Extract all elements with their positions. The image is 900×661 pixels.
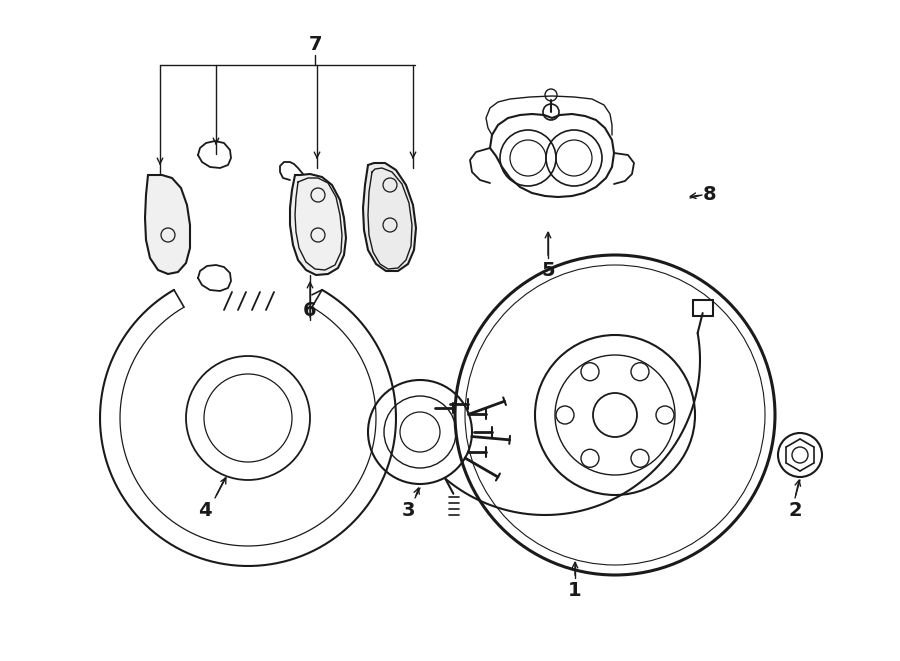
Polygon shape (290, 174, 346, 275)
Polygon shape (145, 175, 190, 274)
Text: 5: 5 (541, 260, 554, 280)
Text: 6: 6 (303, 301, 317, 319)
Text: 1: 1 (568, 580, 581, 600)
Text: 4: 4 (198, 500, 212, 520)
Text: 8: 8 (703, 186, 716, 204)
Polygon shape (363, 163, 416, 271)
Text: 7: 7 (308, 36, 322, 54)
Text: 3: 3 (401, 500, 415, 520)
Text: 2: 2 (788, 500, 802, 520)
